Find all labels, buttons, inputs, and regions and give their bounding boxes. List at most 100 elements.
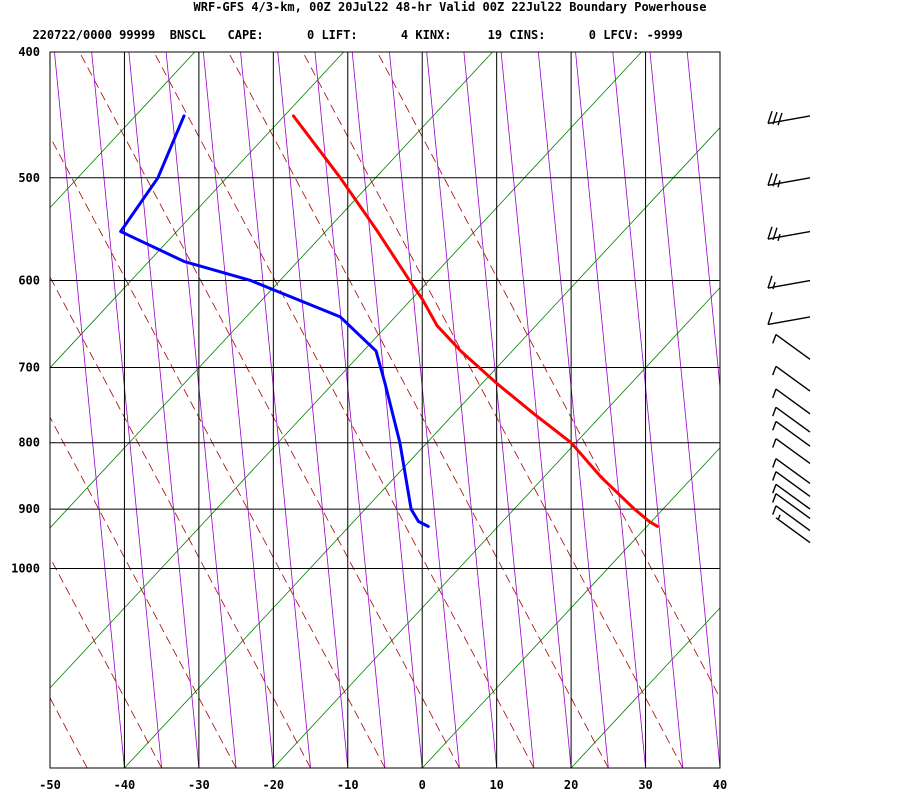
wind-barb	[772, 505, 811, 532]
x-tick-label: 10	[489, 778, 503, 792]
y-tick-label: 500	[18, 171, 40, 185]
wind-barb-staff	[775, 517, 811, 544]
wind-barb	[767, 226, 811, 242]
y-tick-label: 800	[18, 436, 40, 450]
wind-barb	[772, 365, 811, 392]
chart-title: WRF-GFS 4/3-km, 00Z 20Jul22 48-hr Valid …	[193, 0, 707, 14]
isotherm-line	[50, 52, 493, 529]
moist-adiabat-line	[389, 52, 460, 768]
dry-adiabat-line	[50, 416, 237, 768]
wind-barb-staff	[775, 458, 811, 485]
wind-barb-feather	[772, 471, 777, 481]
wind-barb-feather	[772, 407, 777, 417]
wind-barb-feather	[767, 172, 773, 186]
wind-barb-feather	[772, 438, 777, 448]
wind-barb-feather	[772, 388, 777, 399]
wind-barb-staff	[767, 177, 811, 187]
cape-value: CAPE: 0	[227, 28, 322, 42]
moist-adiabat-line	[165, 52, 237, 768]
moist-adiabat-line	[500, 52, 572, 768]
isotherm-line	[421, 447, 720, 768]
y-tick-label: 700	[18, 360, 40, 374]
wind-barb-staff	[775, 493, 811, 519]
wind-barb-feather	[772, 505, 777, 515]
wind-barb	[767, 275, 811, 290]
station-info: 220722/0000 99999 BNSCL	[32, 28, 228, 42]
moist-adiabat-line	[277, 52, 349, 768]
x-tick-label: -40	[114, 778, 136, 792]
wind-barb	[772, 333, 811, 360]
moist-adiabat-line	[649, 52, 720, 768]
x-tick-label: -10	[337, 778, 359, 792]
wind-barb-feather	[777, 112, 783, 126]
isotherm-line	[50, 52, 196, 209]
moist-adiabat-line	[54, 52, 125, 768]
wind-barb-feather	[772, 334, 777, 344]
wind-barb-staff	[775, 365, 811, 392]
dry-adiabat-line	[302, 52, 684, 768]
wind-barb-feather	[772, 173, 778, 187]
x-tick-label: -30	[188, 778, 210, 792]
isotherm-line	[0, 52, 46, 768]
plot-frame	[49, 51, 721, 769]
y-tick-label: 1000	[11, 561, 40, 575]
wind-barb-feather	[772, 366, 777, 376]
isotherm-line	[50, 52, 642, 689]
x-tick-label: 0	[419, 778, 426, 792]
wind-barb-feather	[772, 484, 777, 494]
wind-barb-feather	[772, 421, 777, 431]
wind-barb	[767, 311, 811, 326]
wind-barb-half-feather	[777, 514, 781, 521]
isotherm-line	[273, 287, 720, 768]
wind-barb	[772, 493, 811, 519]
x-tick-label: 30	[638, 778, 652, 792]
wind-barb-staff	[775, 505, 811, 532]
moist-adiabat-line	[426, 52, 498, 768]
dry-adiabat-line	[227, 52, 609, 768]
wind-barb	[767, 172, 811, 188]
wind-barb-feather	[767, 226, 773, 240]
cins-value: CINS: 0	[509, 28, 604, 42]
wind-barb-staff	[775, 388, 811, 415]
dewpoint-line	[119, 114, 430, 528]
wind-barb-feather	[772, 111, 778, 125]
wind-barb	[775, 514, 811, 544]
x-tick-label: 20	[564, 778, 578, 792]
wind-barb	[772, 420, 811, 447]
wind-barb-staff	[775, 420, 811, 447]
x-tick-label: -50	[39, 778, 61, 792]
moist-adiabat-line	[128, 52, 200, 768]
wind-barb-staff	[767, 279, 811, 289]
temperature-line	[291, 114, 659, 528]
wind-barb	[772, 438, 811, 465]
moist-adiabat-line	[351, 52, 423, 768]
wind-barb	[772, 458, 811, 485]
y-tick-label: 600	[18, 274, 40, 288]
wind-barb-feather	[772, 493, 777, 503]
wind-barb-half-feather	[777, 180, 781, 188]
wind-barb-feather	[772, 227, 778, 241]
dry-adiabat-line	[79, 52, 460, 768]
wind-barb-staff	[775, 438, 811, 465]
moist-adiabat-line	[240, 52, 311, 768]
wind-barb	[772, 388, 811, 415]
moist-adiabat-line	[314, 52, 386, 768]
wind-barb	[772, 483, 811, 510]
dry-adiabat-line	[376, 52, 720, 699]
wind-barb	[772, 406, 811, 433]
dry-adiabat-line	[0, 52, 13, 768]
moist-adiabat-line	[202, 52, 274, 768]
isotherm-line	[570, 607, 720, 768]
wind-barb-feather	[772, 458, 777, 468]
dry-adiabat-line	[153, 52, 535, 768]
wind-barb-staff	[775, 333, 811, 360]
wind-barb	[767, 110, 811, 126]
y-tick-label: 900	[18, 502, 40, 516]
dry-adiabat-line	[50, 135, 386, 768]
moist-adiabat-line	[537, 52, 609, 768]
dry-adiabat-line	[50, 276, 311, 768]
wind-barb-half-feather	[772, 282, 776, 290]
sounding-stats: 220722/0000 99999 BNSCL CAPE: 0 LIFT: 4 …	[18, 14, 682, 42]
moist-adiabat-line	[686, 52, 720, 392]
